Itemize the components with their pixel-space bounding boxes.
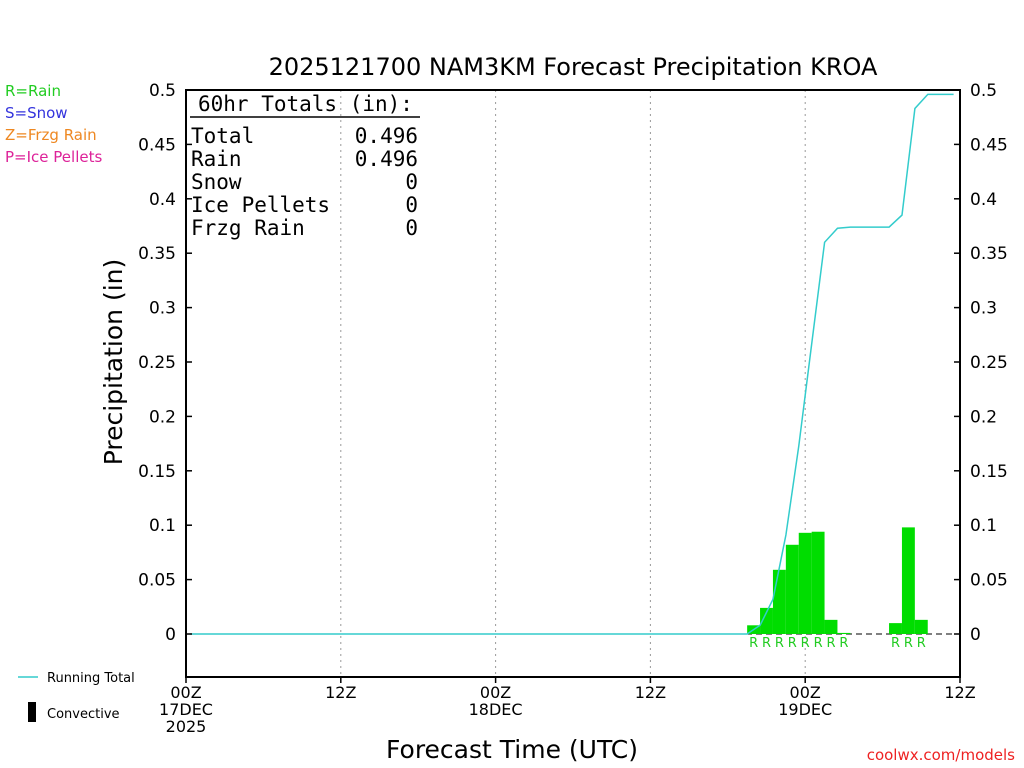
- precip-type-label: R: [762, 636, 771, 651]
- y-tick-label-left: 0.45: [138, 135, 176, 155]
- legend-ice-pellets: P=Ice Pellets: [5, 148, 103, 166]
- chart-title: 2025121700 NAM3KM Forecast Precipitation…: [269, 53, 878, 81]
- y-tick-label-left: 0.35: [138, 244, 176, 264]
- x-tick-label: 17DEC: [159, 700, 213, 719]
- totals-box: 60hr Totals (in): Total 0.496 Rain 0.496 Sno…: [190, 92, 420, 240]
- x-tick-label: 12Z: [944, 683, 975, 702]
- x-tick-label: 00Z: [170, 683, 201, 702]
- y-tick-label-right: 0.5: [970, 81, 997, 101]
- precip-type-label: R: [749, 636, 758, 651]
- precip-bar: [837, 632, 851, 634]
- y-tick-label-left: 0: [165, 625, 176, 645]
- y-tick-label-right: 0.4: [970, 190, 997, 210]
- precip-bar: [811, 531, 825, 634]
- precip-bar: [760, 607, 773, 634]
- precip-type-legend: R=Rain S=Snow Z=Frzg Rain P=Ice Pellets: [5, 80, 102, 168]
- y-tick-label-left: 0.15: [138, 462, 176, 482]
- x-tick-label: 2025: [166, 717, 207, 736]
- totals-row-value: 0: [405, 216, 418, 240]
- precip-type-label: R: [891, 636, 900, 651]
- convective-label: Convective: [47, 707, 120, 722]
- x-tick-label: 12Z: [325, 683, 356, 702]
- credit-text: coolwx.com/models: [867, 746, 1015, 764]
- y-tick-label-right: 0.1: [970, 516, 997, 536]
- y-tick-label-left: 0.1: [149, 516, 176, 536]
- y-tick-label-left: 0.3: [149, 299, 176, 319]
- totals-row-value: 0: [405, 170, 418, 194]
- x-tick-label: 00Z: [480, 683, 511, 702]
- totals-row-label: Rain: [191, 147, 242, 171]
- precip-type-label: R: [839, 636, 848, 651]
- legend-snow: S=Snow: [5, 104, 68, 122]
- y-tick-label-right: 0.05: [970, 571, 1008, 591]
- precip-type-label: R: [904, 636, 913, 651]
- totals-row-label: Snow: [191, 170, 242, 194]
- y-tick-label-right: 0.3: [970, 299, 997, 319]
- x-tick-label: 18DEC: [469, 700, 523, 719]
- bars: [747, 527, 928, 634]
- precip-type-label: R: [814, 636, 823, 651]
- x-tick-label: 12Z: [635, 683, 666, 702]
- precip-type-label: R: [775, 636, 784, 651]
- totals-row-label: Total: [191, 124, 254, 148]
- running-total-line: [189, 93, 954, 635]
- precip-bar: [824, 619, 838, 634]
- totals-row-value: 0.496: [355, 124, 418, 148]
- y-tick-label-left: 0.5: [149, 81, 176, 101]
- running-total-label: Running Total: [47, 671, 135, 686]
- bottom-legend: Running Total Convective: [18, 671, 135, 722]
- totals-header: 60hr Totals (in):: [198, 92, 413, 116]
- y-tick-label-right: 0.15: [970, 462, 1008, 482]
- running-total-series: [189, 93, 954, 635]
- convective-swatch: [28, 702, 36, 722]
- legend-rain: R=Rain: [5, 82, 61, 100]
- totals-row-label: Ice Pellets: [191, 193, 330, 217]
- y-tick-label-right: 0.2: [970, 407, 997, 427]
- totals-row-value: 0: [405, 193, 418, 217]
- y-axis-right: 0 0.05 0.1 0.15 0.2 0.25 0.3 0.35 0.4 0.45 0.5: [954, 81, 1008, 645]
- x-axis-title: Forecast Time (UTC): [386, 735, 638, 764]
- precip-type-label: R: [788, 636, 797, 651]
- y-tick-label-right: 0.25: [970, 353, 1008, 373]
- x-tick-label: 19DEC: [778, 700, 832, 719]
- precip-bar: [798, 532, 812, 634]
- precip-bar: [889, 623, 902, 634]
- gridlines: [186, 90, 960, 677]
- precip-bar: [785, 544, 799, 634]
- y-tick-label-left: 0.05: [138, 571, 176, 591]
- legend-frzg-rain: Z=Frzg Rain: [5, 126, 97, 144]
- precip-type-label: R: [826, 636, 835, 651]
- x-tick-label: 00Z: [790, 683, 821, 702]
- precip-bar: [772, 569, 786, 634]
- y-axis-left: 0 0.05 0.1 0.15 0.2 0.25 0.3 0.35 0.4 0.45 0.5: [138, 81, 192, 645]
- y-axis-title: Precipitation (in): [99, 259, 128, 466]
- totals-row-label: Frzg Rain: [191, 216, 305, 240]
- y-tick-label-right: 0: [970, 625, 981, 645]
- y-tick-label-right: 0.45: [970, 135, 1008, 155]
- precip-bar: [914, 619, 928, 634]
- y-tick-label-left: 0.2: [149, 407, 176, 427]
- y-tick-label-right: 0.35: [970, 244, 1008, 264]
- y-tick-label-left: 0.4: [149, 190, 176, 210]
- plot-frame: [185, 89, 961, 678]
- y-tick-label-left: 0.25: [138, 353, 176, 373]
- totals-row-value: 0.496: [355, 147, 418, 171]
- precip-type-label: R: [917, 636, 926, 651]
- precip-bar: [901, 527, 915, 634]
- precip-type-label: R: [801, 636, 810, 651]
